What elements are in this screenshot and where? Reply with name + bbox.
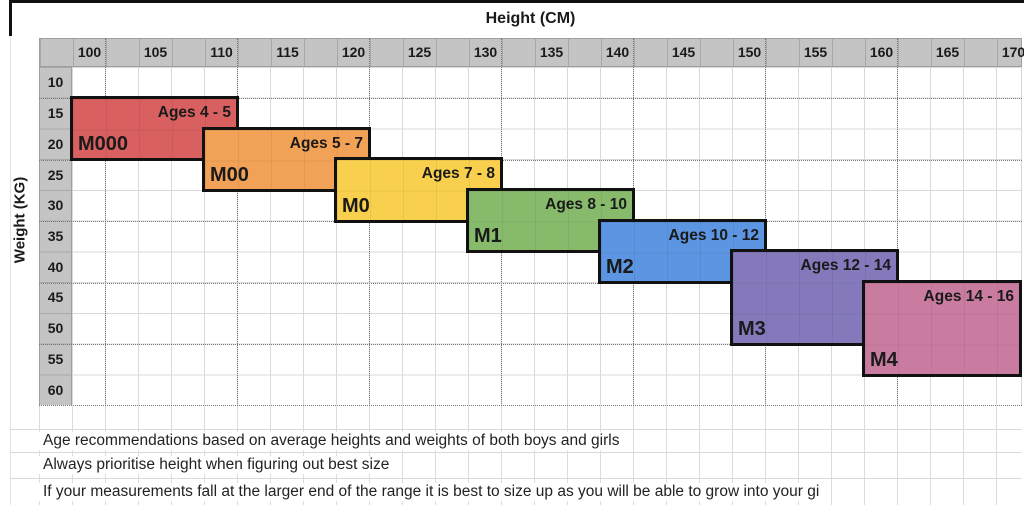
major-gridline-vertical — [897, 38, 898, 406]
note-text: Age recommendations based on average hei… — [39, 431, 624, 450]
note-row-divider — [10, 452, 1022, 453]
weight-tick-50: 50 — [47, 320, 64, 337]
age-range-label: Ages 4 - 5 — [157, 104, 231, 121]
size-label: M00 — [210, 164, 249, 186]
size-block-m4[interactable]: Ages 14 - 16 M4 — [862, 280, 1022, 377]
sheet-top-border — [10, 0, 1024, 3]
note-row-divider — [10, 478, 1022, 479]
height-tick-135: 135 — [539, 44, 564, 60]
size-label: M4 — [870, 349, 898, 371]
note-text: If your measurements fall at the larger … — [39, 482, 824, 501]
weight-tick-20: 20 — [47, 135, 64, 152]
height-tick-115: 115 — [276, 44, 299, 60]
weight-tick-10: 10 — [47, 74, 64, 91]
note-row-divider — [10, 429, 1022, 430]
major-gridline-horizontal — [39, 98, 1022, 99]
height-tick-155: 155 — [803, 44, 828, 60]
height-tick-105: 105 — [143, 44, 168, 60]
chart-title: Height (CM) — [485, 10, 576, 27]
size-label: M0 — [342, 195, 370, 217]
height-tick-125: 125 — [407, 44, 432, 60]
major-gridline-horizontal — [39, 344, 1022, 345]
title-left-border — [9, 0, 12, 36]
size-label: M000 — [78, 133, 129, 155]
height-tick-145: 145 — [671, 44, 696, 60]
note-row: If your measurements fall at the larger … — [10, 478, 1022, 505]
major-gridline-vertical — [105, 38, 106, 406]
major-gridline-vertical — [237, 38, 238, 406]
major-gridline-horizontal — [39, 160, 1022, 161]
left-gridline — [10, 36, 11, 505]
height-tick-110: 110 — [210, 44, 233, 60]
size-label: M1 — [474, 225, 502, 247]
height-tick-150: 150 — [737, 44, 762, 60]
age-range-label: Ages 8 - 10 — [545, 196, 627, 213]
weight-axis-ticks: 10 15 20 25 30 35 40 45 50 55 60 — [39, 67, 72, 405]
y-axis-title: Weight (KG) — [11, 176, 29, 264]
age-range-label: Ages 12 - 14 — [800, 257, 891, 274]
size-label: M2 — [606, 256, 634, 278]
height-tick-165: 165 — [935, 44, 960, 60]
height-tick-120: 120 — [341, 44, 366, 60]
weight-tick-40: 40 — [47, 258, 64, 275]
height-tick-130: 130 — [473, 44, 498, 60]
height-axis-ticks: 100 105 110 115 120 125 130 135 140 145 150 155 160 1… — [39, 38, 1024, 67]
weight-tick-55: 55 — [47, 350, 64, 367]
age-range-label: Ages 10 - 12 — [668, 227, 759, 244]
height-tick-100: 100 — [77, 44, 102, 60]
age-range-label: Ages 7 - 8 — [421, 165, 495, 182]
weight-tick-15: 15 — [47, 105, 64, 122]
major-gridline-horizontal — [39, 283, 1022, 284]
weight-tick-25: 25 — [47, 166, 64, 183]
weight-tick-30: 30 — [47, 197, 64, 214]
height-tick-170: 170 — [1001, 44, 1024, 60]
height-tick-140: 140 — [605, 44, 630, 60]
weight-tick-45: 45 — [47, 289, 64, 306]
major-gridline-horizontal — [39, 405, 1022, 406]
note-text: Always prioritise height when figuring o… — [39, 456, 394, 474]
note-row: Age recommendations based on average hei… — [10, 429, 1022, 452]
note-row: Always prioritise height when figuring o… — [10, 452, 1022, 478]
weight-tick-35: 35 — [47, 227, 64, 244]
age-range-label: Ages 14 - 16 — [923, 288, 1014, 305]
weight-tick-60: 60 — [47, 381, 64, 398]
height-tick-160: 160 — [869, 44, 894, 60]
age-range-label: Ages 5 - 7 — [289, 135, 363, 152]
size-label: M3 — [738, 318, 766, 340]
